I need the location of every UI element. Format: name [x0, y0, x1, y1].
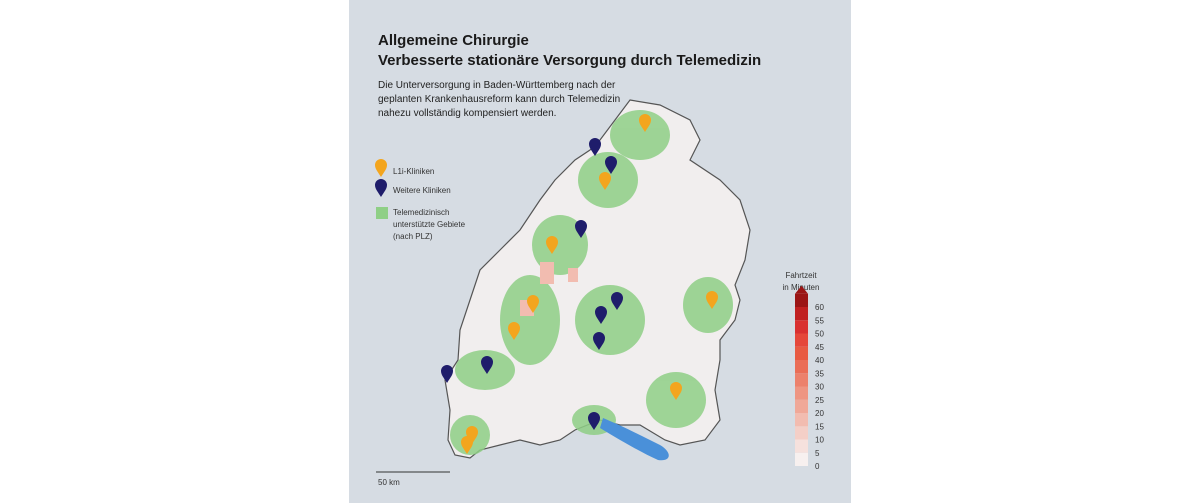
legend-label: Telemedizinisch	[393, 208, 449, 217]
title-line: Allgemeine Chirurgie	[378, 32, 529, 49]
scale-swatch	[795, 426, 808, 440]
pin	[670, 382, 682, 400]
scale-tick-label: 30	[815, 383, 824, 392]
scale-title: Fahrtzeit	[785, 271, 817, 280]
description: nahezu vollständig kompensiert werden.	[378, 108, 556, 119]
map	[444, 99, 751, 461]
pin	[589, 138, 601, 156]
scalebar: 50 km	[376, 471, 450, 487]
scale-tick-label: 5	[815, 449, 820, 458]
pins	[441, 114, 718, 454]
scale-swatch	[795, 399, 808, 413]
legend-label: unterstützte Gebiete	[393, 220, 466, 229]
color-scale: Fahrtzeit in Minuten 0510152025303540455…	[783, 271, 825, 471]
pin	[441, 365, 453, 383]
scale-swatch	[795, 293, 808, 307]
description: geplanten Krankenhausreform kann durch T…	[378, 94, 620, 105]
pin	[595, 306, 607, 324]
title-line: Verbesserte stationäre Versorgung durch …	[378, 52, 761, 69]
description: Die Unterversorgung in Baden-Württemberg…	[378, 80, 616, 91]
scale-swatch	[795, 333, 808, 347]
legend: L1i-Kliniken Weitere Kliniken Telemedizi…	[375, 159, 466, 241]
scale-tick-label: 55	[815, 316, 824, 325]
pin	[546, 236, 558, 254]
pin	[605, 156, 617, 174]
pin	[611, 292, 623, 310]
scale-swatch	[795, 413, 808, 427]
scale-tick-label: 25	[815, 396, 824, 405]
scale-swatch	[795, 320, 808, 334]
pin	[466, 426, 478, 444]
pin	[706, 291, 718, 309]
scale-swatch	[795, 346, 808, 360]
pin	[481, 356, 493, 374]
scalebar-label: 50 km	[378, 478, 400, 487]
scale-swatch	[795, 439, 808, 453]
pin	[527, 295, 539, 313]
pin	[508, 322, 520, 340]
pin	[593, 332, 605, 350]
scale-tick-label: 15	[815, 422, 824, 431]
scale-tick-label: 10	[815, 436, 824, 445]
scale-swatch	[795, 373, 808, 387]
scale-tick-label: 35	[815, 369, 824, 378]
legend-label: (nach PLZ)	[393, 232, 433, 241]
scale-tick-label: 45	[815, 343, 824, 352]
scale-swatch	[795, 386, 808, 400]
pin	[588, 412, 600, 430]
legend-label: Weitere Kliniken	[393, 186, 451, 195]
pin	[575, 220, 587, 238]
pin	[461, 436, 473, 454]
scale-tick-label: 60	[815, 303, 824, 312]
scale-tick-label: 0	[815, 462, 820, 471]
title: Allgemeine Chirurgie Verbesserte station…	[378, 32, 761, 119]
scale-swatch	[795, 360, 808, 374]
pin	[599, 172, 611, 190]
scale-swatch	[795, 452, 808, 466]
scale-arrow	[795, 285, 808, 294]
scale-tick-label: 50	[815, 330, 824, 339]
pin	[639, 114, 651, 132]
scale-swatch	[795, 307, 808, 321]
scale-tick-label: 20	[815, 409, 824, 418]
scale-tick-label: 40	[815, 356, 824, 365]
legend-label: L1i-Kliniken	[393, 167, 434, 176]
